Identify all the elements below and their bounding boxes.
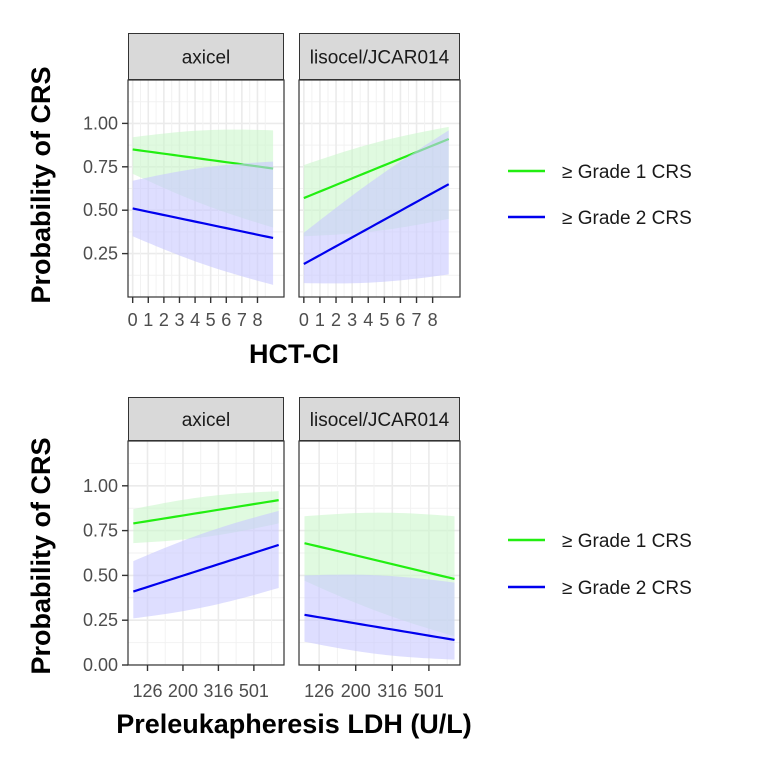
x-tick-label: 200: [341, 681, 371, 701]
legend: ≥ Grade 1 CRS ≥ Grade 2 CRS: [508, 162, 692, 229]
y-tick-label: 0.25: [83, 244, 118, 264]
x-tick-label: 4: [363, 310, 373, 330]
y-axis: 0.25 0.50 0.75 1.00: [83, 113, 128, 264]
x-tick-label: 6: [395, 310, 405, 330]
x-axis-title: HCT-CI: [249, 339, 339, 369]
series-marks: [303, 126, 450, 284]
series-line-grade2: [303, 183, 450, 265]
facet-panel-2: lisocel/JCAR014 0 1 2 3 4 5 6 7 8: [298, 33, 461, 330]
x-tick-label: 1: [315, 310, 325, 330]
x-tick-label: 3: [174, 310, 184, 330]
strip-background: [299, 33, 460, 80]
x-tick-label: 5: [379, 310, 389, 330]
x-tick-label: 501: [414, 681, 444, 701]
x-tick-label: 316: [377, 681, 407, 701]
legend-label: ≥ Grade 2 CRS: [562, 208, 692, 229]
x-axis: 126 200 316 501: [304, 665, 444, 701]
series-line-grade2: [132, 207, 274, 240]
confidence-band-grade2: [133, 510, 279, 619]
strip-background: [128, 33, 284, 80]
series-line-grade1: [133, 499, 279, 525]
strip-label: axicel: [182, 410, 231, 431]
x-tick-label: 6: [221, 310, 231, 330]
y-axis: 0.00 0.25 0.50 0.75 1.00: [83, 476, 128, 675]
facet-strip: axicel: [128, 397, 284, 441]
legend: ≥ Grade 1 CRS ≥ Grade 2 CRS: [508, 531, 692, 599]
x-tick-label: 3: [347, 310, 357, 330]
series-line-grade2: [132, 543, 280, 593]
facet-panel-1: axicel 126 200 316 501 0.00 0.25 0.50 0.75 1.00: [83, 397, 285, 701]
y-tick-label: 0.75: [83, 157, 118, 177]
x-tick-label: 5: [206, 310, 216, 330]
strip-label: lisocel/JCAR014: [310, 410, 450, 431]
y-tick-label: 0.00: [83, 655, 118, 675]
x-tick-label: 0: [299, 310, 309, 330]
y-tick-label: 1.00: [83, 113, 118, 133]
y-axis-title: Probability of CRS: [26, 437, 56, 674]
y-tick-label: 1.00: [83, 476, 118, 496]
x-tick-label: 1: [143, 310, 153, 330]
x-tick-label: 200: [168, 681, 198, 701]
x-tick-label: 0: [128, 310, 138, 330]
y-tick-label: 0.75: [83, 521, 118, 541]
x-tick-label: 501: [239, 681, 269, 701]
y-axis-title: Probability of CRS: [26, 66, 56, 303]
x-axis-title: Preleukapheresis LDH (U/L): [116, 709, 472, 739]
y-tick-label: 0.50: [83, 565, 118, 585]
x-axis: 126 200 316 501: [132, 665, 269, 701]
legend-label: ≥ Grade 2 CRS: [562, 578, 692, 599]
x-tick-label: 7: [412, 310, 422, 330]
x-tick-label: 2: [159, 310, 169, 330]
legend-label: ≥ Grade 1 CRS: [562, 162, 692, 183]
x-tick-label: 2: [331, 310, 341, 330]
series-marks: [132, 129, 274, 285]
series-marks: [304, 512, 455, 660]
series-line-grade2: [304, 613, 455, 641]
x-tick-label: 8: [428, 310, 438, 330]
facet-strip: lisocel/JCAR014: [299, 397, 460, 441]
x-tick-label: 316: [203, 681, 233, 701]
confidence-band-grade2: [304, 574, 455, 660]
x-tick-label: 8: [252, 310, 262, 330]
strip-label: lisocel/JCAR014: [310, 48, 450, 69]
legend-label: ≥ Grade 1 CRS: [562, 531, 692, 552]
strip-background: [128, 397, 284, 441]
y-tick-label: 0.50: [83, 200, 118, 220]
x-tick-label: 126: [132, 681, 162, 701]
facet-strip: lisocel/JCAR014: [299, 33, 460, 80]
strip-background: [299, 397, 460, 441]
x-tick-label: 7: [237, 310, 247, 330]
facet-strip: axicel: [128, 33, 284, 80]
y-tick-label: 0.25: [83, 610, 118, 630]
series-marks: [132, 491, 280, 619]
series-line-grade1: [304, 542, 455, 581]
facet-panel-1: axicel 0 1 2 3 4 5 6 7 8 0.25 0.50 0.75 1.00: [83, 33, 285, 330]
strip-label: axicel: [182, 48, 231, 69]
x-tick-label: 126: [304, 681, 334, 701]
x-tick-label: 4: [190, 310, 200, 330]
facet-panel-2: lisocel/JCAR014 126 200 316 501: [298, 397, 461, 701]
